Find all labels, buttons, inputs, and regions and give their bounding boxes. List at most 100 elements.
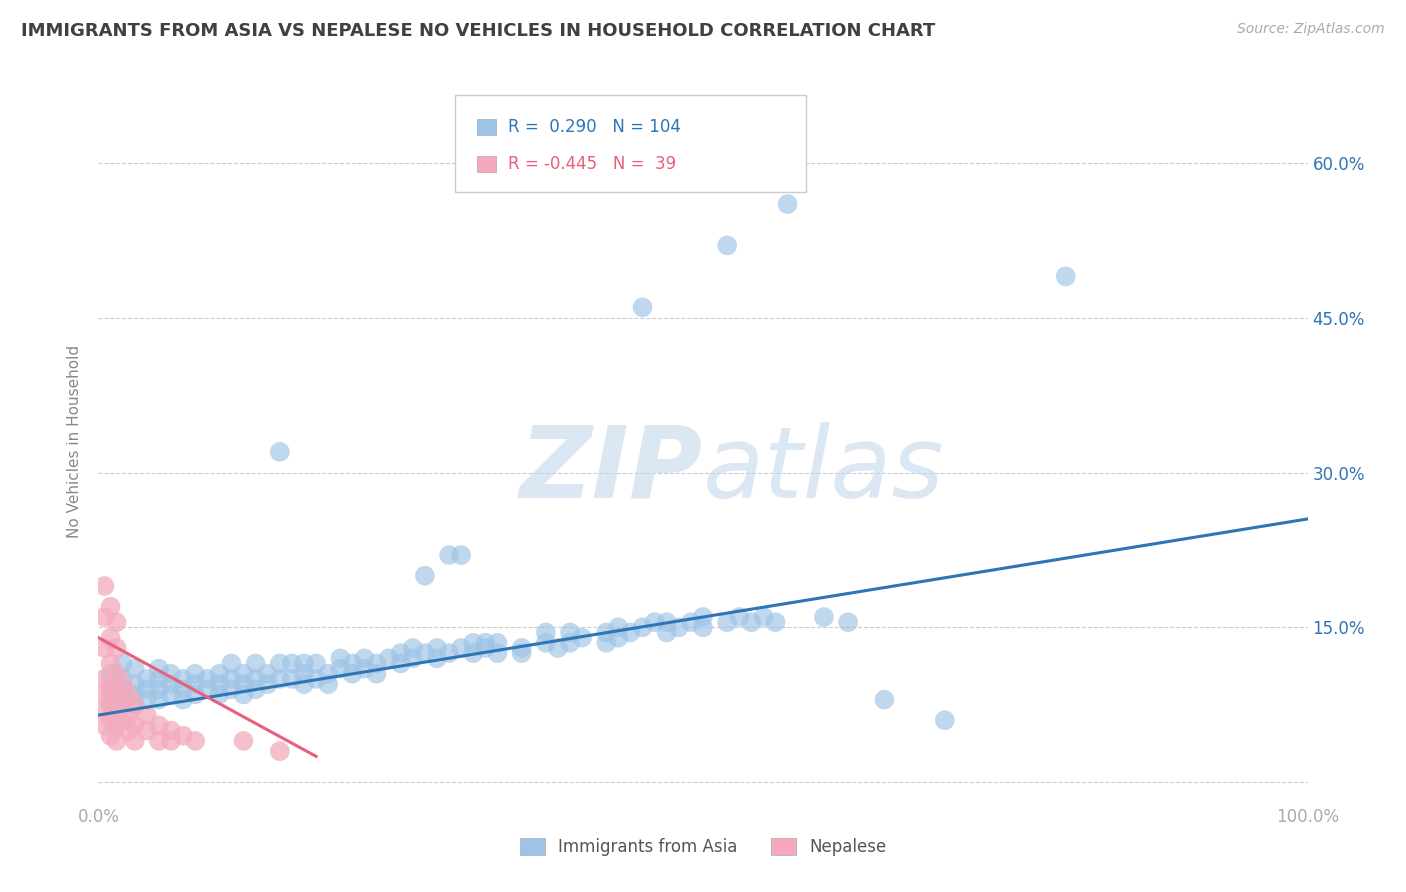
Point — [105, 703, 128, 717]
Point — [534, 625, 557, 640]
Point — [172, 692, 194, 706]
Point — [111, 713, 134, 727]
Point — [100, 677, 122, 691]
Point — [437, 646, 460, 660]
Point — [463, 636, 485, 650]
Point — [402, 651, 425, 665]
Point — [184, 687, 207, 701]
Point — [100, 713, 122, 727]
Point — [402, 640, 425, 655]
Point — [486, 646, 509, 660]
Point — [292, 677, 315, 691]
Bar — [477, 156, 495, 172]
Point — [269, 657, 291, 671]
Point — [124, 687, 146, 701]
Point — [172, 682, 194, 697]
Point — [124, 734, 146, 748]
Point — [124, 698, 146, 712]
Point — [124, 698, 146, 712]
Point — [135, 672, 157, 686]
Point — [740, 615, 762, 630]
Point — [172, 729, 194, 743]
Point — [100, 682, 122, 697]
Point — [232, 687, 254, 701]
Point — [752, 610, 775, 624]
Point — [100, 631, 122, 645]
Point — [135, 692, 157, 706]
Point — [148, 692, 170, 706]
Point — [329, 662, 352, 676]
Point — [221, 672, 243, 686]
Point — [93, 672, 115, 686]
Point — [245, 672, 267, 686]
Point — [148, 734, 170, 748]
Y-axis label: No Vehicles in Household: No Vehicles in Household — [67, 345, 83, 538]
Point — [547, 640, 569, 655]
Point — [668, 620, 690, 634]
Point — [172, 672, 194, 686]
Point — [692, 620, 714, 634]
Point — [232, 666, 254, 681]
Point — [105, 734, 128, 748]
Point — [135, 682, 157, 697]
Point — [269, 672, 291, 686]
Point — [474, 640, 496, 655]
Point — [305, 657, 328, 671]
Point — [105, 718, 128, 732]
Point — [135, 723, 157, 738]
Point — [377, 651, 399, 665]
Text: IMMIGRANTS FROM ASIA VS NEPALESE NO VEHICLES IN HOUSEHOLD CORRELATION CHART: IMMIGRANTS FROM ASIA VS NEPALESE NO VEHI… — [21, 22, 935, 40]
Point — [100, 687, 122, 701]
Point — [716, 238, 738, 252]
Point — [281, 657, 304, 671]
Point — [366, 657, 388, 671]
Point — [619, 625, 641, 640]
Point — [111, 692, 134, 706]
Point — [111, 677, 134, 691]
Point — [93, 687, 115, 701]
Point — [316, 677, 339, 691]
Point — [558, 636, 581, 650]
Point — [437, 548, 460, 562]
Point — [316, 666, 339, 681]
Point — [269, 744, 291, 758]
Point — [256, 677, 278, 691]
Point — [934, 713, 956, 727]
Point — [474, 636, 496, 650]
Point — [148, 672, 170, 686]
Point — [100, 729, 122, 743]
Point — [93, 579, 115, 593]
Point — [105, 615, 128, 630]
Point — [124, 662, 146, 676]
Point — [105, 666, 128, 681]
Point — [100, 599, 122, 614]
Point — [389, 646, 412, 660]
Point — [100, 666, 122, 681]
Point — [184, 734, 207, 748]
Point — [873, 692, 896, 706]
Point — [111, 672, 134, 686]
Point — [366, 666, 388, 681]
Point — [728, 610, 751, 624]
Point — [644, 615, 666, 630]
Point — [256, 666, 278, 681]
Point — [184, 666, 207, 681]
Point — [510, 640, 533, 655]
Point — [655, 625, 678, 640]
Point — [631, 620, 654, 634]
Point — [245, 682, 267, 697]
Point — [100, 698, 122, 712]
Point — [269, 445, 291, 459]
Text: Source: ZipAtlas.com: Source: ZipAtlas.com — [1237, 22, 1385, 37]
Point — [426, 651, 449, 665]
Point — [208, 677, 231, 691]
Point — [450, 548, 472, 562]
Point — [184, 677, 207, 691]
Point — [679, 615, 702, 630]
Point — [607, 620, 630, 634]
Point — [813, 610, 835, 624]
Point — [463, 646, 485, 660]
Point — [534, 636, 557, 650]
Point — [93, 703, 115, 717]
Point — [716, 615, 738, 630]
